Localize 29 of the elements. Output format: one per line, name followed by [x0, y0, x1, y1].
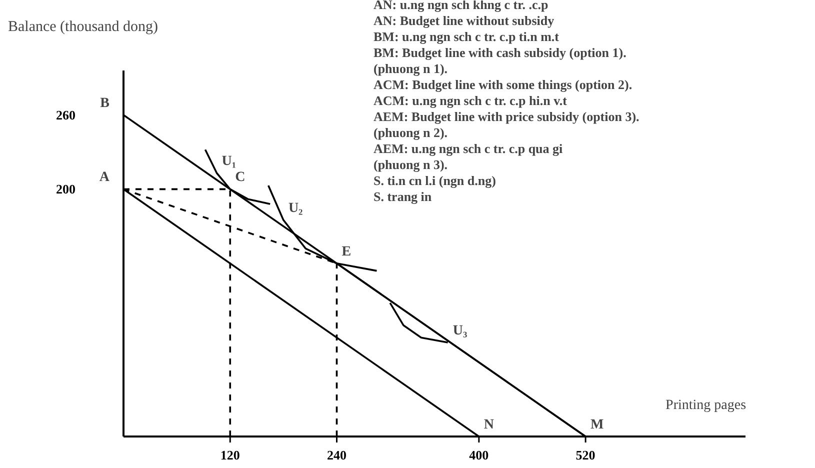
annotation: S. trang in: [374, 189, 432, 204]
annotation: U₁: [222, 154, 236, 170]
text: BM: Budget line with cash subsidy (option 1).: [374, 45, 626, 60]
annotation: (phuong n 1).: [374, 61, 448, 76]
annotation: U₂: [288, 201, 303, 216]
annotation: A: [99, 170, 110, 186]
annotation: N: [484, 418, 494, 432]
annotation: S. ti.n cn l.i (ngn d.ng): [374, 173, 496, 188]
y-axis-title: Balance (thousand dong): [8, 19, 158, 36]
annotation: M: [590, 418, 604, 432]
x-axis-title: Printing pages: [666, 398, 746, 414]
text: AN: Budget line without subsidy: [374, 13, 555, 28]
annotation: B: [100, 96, 110, 112]
annotation: E: [342, 244, 352, 260]
text: BM: u.ng ngn sch c tr. c.p ti.n m.t: [374, 29, 560, 44]
annotation: ACM: u.ng ngn sch c tr. c.p hi.n v.t: [374, 93, 568, 108]
y-tick-label: 200: [56, 182, 76, 197]
annotation: C: [235, 170, 246, 186]
annotation: AEM: u.ng ngn sch c tr. c.p qua gi: [374, 141, 564, 156]
annotation: U₃: [452, 324, 468, 339]
x-tick-label: 400: [469, 448, 489, 462]
x-tick-label: 520: [576, 448, 596, 462]
y-tick-label: 260: [56, 108, 76, 123]
annotation: ACM: Budget line with some things (option 2).: [374, 77, 632, 92]
x-tick-label: 120: [220, 448, 240, 462]
annotation: (phuong n 2).: [374, 125, 448, 140]
x-tick-label: 240: [327, 448, 347, 462]
annotation: (phuong n 3).: [374, 157, 448, 172]
annotation: AEM: Budget line with price subsidy (option 3).: [374, 109, 640, 124]
